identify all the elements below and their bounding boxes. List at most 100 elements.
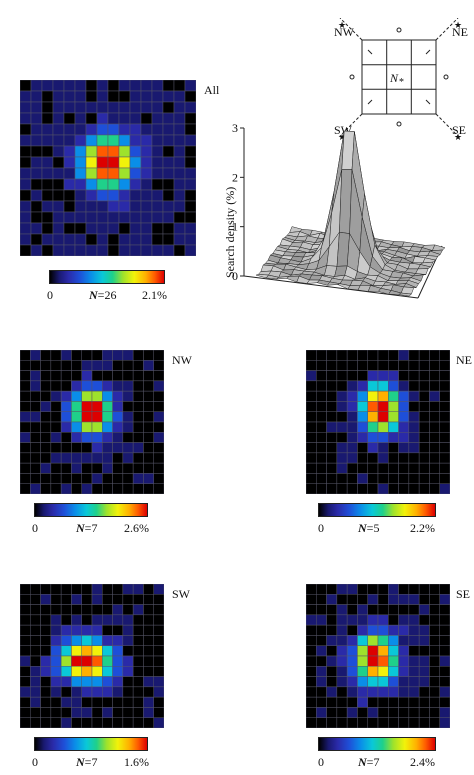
heatmap-cell bbox=[418, 707, 430, 718]
heatmap-cell bbox=[112, 645, 124, 657]
heatmap-cell bbox=[63, 145, 76, 158]
heatmap-cell bbox=[316, 442, 327, 454]
heatmap-cell bbox=[129, 244, 142, 256]
heatmap-cell bbox=[20, 390, 31, 402]
heatmap-cell bbox=[91, 360, 103, 371]
heatmap-cell bbox=[63, 222, 76, 235]
heatmap-cell bbox=[418, 360, 430, 371]
heatmap-cell bbox=[96, 80, 109, 92]
heatmap-cell bbox=[41, 189, 54, 202]
heatmap-cell bbox=[408, 584, 420, 595]
heatmap-cell bbox=[91, 624, 103, 636]
heatmap-cell bbox=[96, 200, 109, 213]
heatmap-cell bbox=[153, 462, 164, 474]
heatmap-cell bbox=[418, 462, 430, 474]
heatmap-cell bbox=[184, 178, 196, 191]
heatmap-cell bbox=[336, 370, 348, 382]
heatmap-cell bbox=[439, 483, 450, 494]
heatmap-cell bbox=[388, 614, 399, 626]
heatmap-cell bbox=[306, 462, 317, 474]
heatmap-cell bbox=[377, 350, 389, 361]
heatmap-cell bbox=[52, 80, 65, 92]
heatmap-cell bbox=[118, 80, 131, 92]
heatmap-cell bbox=[91, 370, 103, 382]
heatmap-cell bbox=[316, 473, 327, 484]
heatmap-cell bbox=[81, 483, 93, 494]
heatmap-cell bbox=[112, 452, 124, 464]
heatmap-cell bbox=[418, 717, 430, 728]
heatmap-cell bbox=[129, 167, 142, 180]
heatmap-cell bbox=[153, 635, 164, 646]
heatmap-cell bbox=[388, 707, 399, 718]
heatmap-cell bbox=[316, 360, 327, 371]
heatmap-cell bbox=[40, 442, 52, 454]
heatmap-cell bbox=[71, 462, 82, 474]
heatmap-cell bbox=[143, 462, 154, 474]
heatmap-cell bbox=[20, 244, 32, 256]
heatmap-cell bbox=[129, 222, 142, 235]
heatmap-cell bbox=[173, 123, 186, 136]
heatmap-cell bbox=[132, 442, 144, 454]
heatmap-cell bbox=[20, 696, 31, 708]
heatmap-cell bbox=[336, 594, 348, 605]
heatmap-cell bbox=[151, 167, 164, 180]
heatmap-cell bbox=[408, 360, 420, 371]
heatmap-cell bbox=[357, 370, 368, 382]
heatmap-cell bbox=[306, 655, 317, 667]
heatmap-cell bbox=[41, 112, 54, 125]
heatmap-cell bbox=[60, 411, 72, 423]
heatmap-cell bbox=[418, 370, 430, 382]
heatmap-cell bbox=[122, 696, 134, 708]
heatmap-cell bbox=[118, 222, 131, 235]
heatmap-cell bbox=[118, 101, 131, 114]
heatmap-cell bbox=[71, 655, 82, 667]
heatmap-cell bbox=[40, 635, 52, 646]
heatmap-cell bbox=[439, 717, 450, 728]
colorbar-max-all: 2.1% bbox=[142, 288, 167, 302]
heatmap-cell bbox=[102, 462, 113, 474]
heatmap-cell bbox=[30, 421, 41, 433]
heatmap-cell bbox=[346, 442, 358, 454]
heatmap-cell bbox=[20, 370, 31, 382]
heatmap-cell bbox=[30, 350, 41, 361]
heatmap-cell bbox=[107, 178, 120, 191]
heatmap-se bbox=[306, 584, 450, 728]
heatmap-cell bbox=[81, 452, 93, 464]
heatmap-cell bbox=[60, 624, 72, 636]
heatmap-cell bbox=[398, 686, 410, 698]
heatmap-cell bbox=[60, 452, 72, 464]
heatmap-cell bbox=[326, 645, 338, 657]
start-star-se: ★ bbox=[454, 132, 462, 142]
heatmap-cell bbox=[418, 401, 430, 412]
heatmap-cell bbox=[316, 666, 327, 677]
heatmap-cell bbox=[30, 211, 43, 224]
heatmap-cell bbox=[122, 624, 134, 636]
heatmap-cell bbox=[162, 178, 175, 191]
heatmap-cell bbox=[418, 645, 430, 657]
heatmap-cell bbox=[346, 717, 358, 728]
heatmap-cell bbox=[60, 594, 72, 605]
heatmap-cell bbox=[408, 635, 420, 646]
heatmap-cell bbox=[408, 411, 420, 423]
heatmap-cell bbox=[388, 624, 399, 636]
heatmap-cell bbox=[173, 80, 186, 92]
heatmap-cell bbox=[408, 432, 420, 443]
heatmap-cell bbox=[63, 233, 76, 246]
heatmap-cell bbox=[398, 421, 410, 433]
n-symbol: N bbox=[358, 755, 367, 769]
heatmap-cell bbox=[143, 421, 154, 433]
heatmap-cell bbox=[81, 717, 93, 728]
heatmap-cell bbox=[377, 370, 389, 382]
heatmap-cell bbox=[71, 645, 82, 657]
heatmap-cell bbox=[153, 604, 164, 616]
heatmap-cell bbox=[41, 222, 54, 235]
heatmap-cell bbox=[140, 80, 153, 92]
heatmap-cell bbox=[439, 350, 450, 361]
heatmap-cell bbox=[40, 666, 52, 677]
heatmap-cell bbox=[71, 421, 82, 433]
heatmap-cell bbox=[71, 604, 82, 616]
n-value: =5 bbox=[366, 521, 380, 535]
heatmap-cell bbox=[112, 707, 124, 718]
heatmap-nw bbox=[20, 350, 164, 494]
heatmap-cell bbox=[377, 401, 389, 412]
